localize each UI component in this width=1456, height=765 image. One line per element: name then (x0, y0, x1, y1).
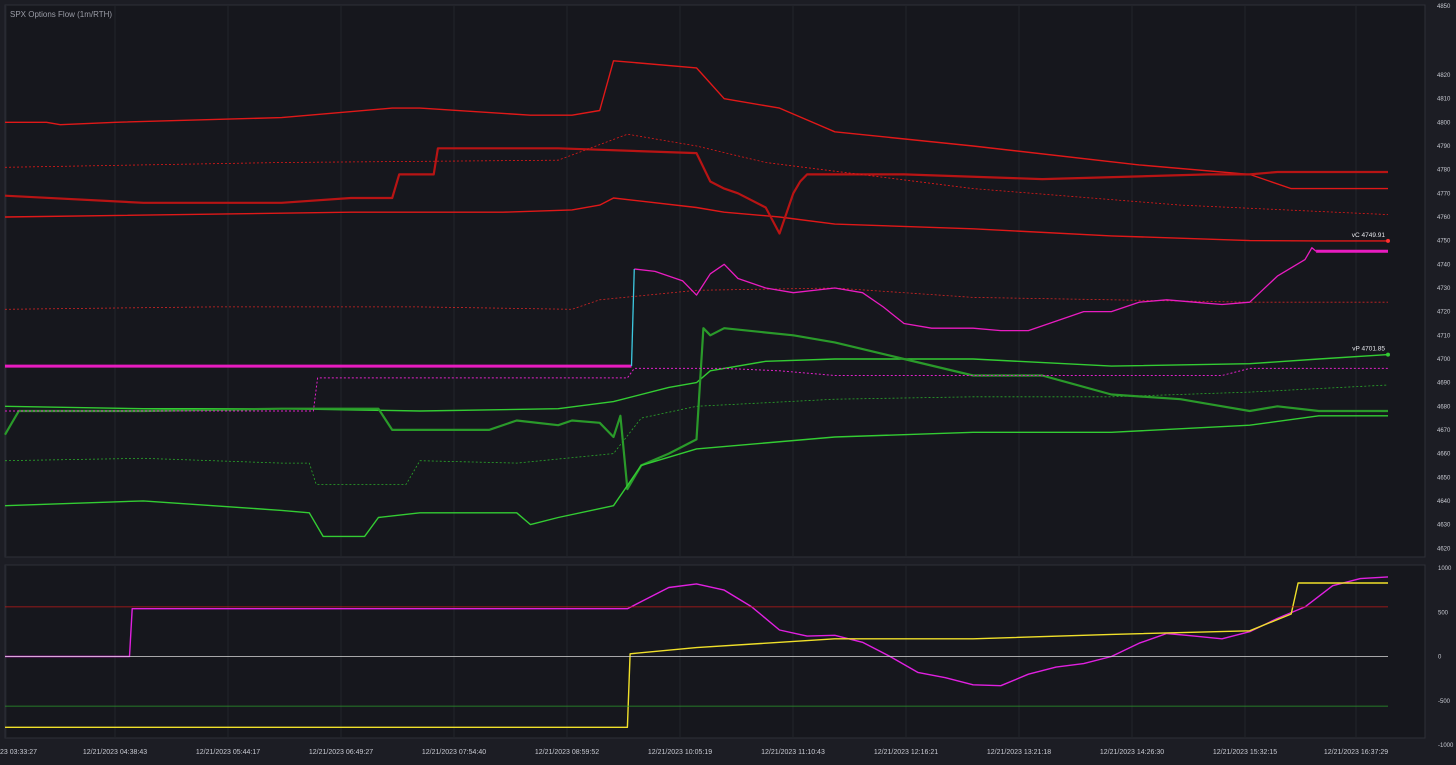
main-ytick-20: 4630 (1437, 523, 1451, 529)
osc-ytick-3: -500 (1438, 699, 1451, 705)
main-series-4 (4, 287, 1388, 310)
main-panel (4, 4, 1426, 558)
main-ytick-21: 4620 (1437, 546, 1451, 552)
main-ytick-3: 4800 (1437, 120, 1451, 126)
osc-series-0 (5, 576, 1389, 687)
main-ytick-17: 4660 (1437, 452, 1451, 458)
xtick-9: 12/21/2023 13:21:18 (987, 749, 1051, 756)
chart-title: SPX Options Flow (1m/RTH) (10, 10, 112, 19)
main-ytick-15: 4680 (1437, 404, 1451, 410)
level-label-0: vC 4749.91 (1352, 232, 1386, 239)
xtick-2: 12/21/2023 05:44:17 (196, 749, 260, 756)
main-series-1 (4, 197, 1388, 242)
xtick-4: 12/21/2023 07:54:40 (422, 749, 486, 756)
main-series-9 (5, 367, 1388, 412)
xtick-8: 12/21/2023 12:16:21 (874, 749, 938, 756)
main-ytick-1: 4820 (1437, 73, 1451, 79)
osc-ytick-1: 500 (1438, 610, 1449, 616)
level-label-1: vP 4701.85 (1352, 346, 1385, 353)
level-dot-0 (1386, 238, 1390, 243)
main-ytick-11: 4720 (1437, 310, 1451, 316)
main-ytick-16: 4670 (1437, 428, 1451, 434)
osc-ytick-2: 0 (1438, 655, 1442, 661)
main-ytick-14: 4690 (1437, 381, 1451, 387)
level-dot-1 (1386, 352, 1390, 357)
main-series-6 (4, 327, 1388, 491)
main-series-8 (4, 384, 1389, 485)
main-ytick-4: 4790 (1437, 144, 1451, 150)
xtick-3: 12/21/2023 06:49:27 (309, 749, 373, 756)
main-ytick-13: 4700 (1437, 357, 1451, 363)
osc-ytick-0: 1000 (1438, 566, 1452, 572)
main-ytick-5: 4780 (1437, 168, 1451, 174)
oscillator-panel (4, 564, 1426, 739)
main-series-2 (4, 147, 1388, 235)
main-series-7 (4, 415, 1388, 538)
main-ytick-19: 4640 (1437, 499, 1451, 505)
xtick-6: 12/21/2023 10:05:19 (648, 749, 712, 756)
main-series-3 (4, 133, 1389, 215)
main-ytick-6: 4770 (1437, 191, 1451, 197)
main-ytick-10: 4730 (1437, 286, 1451, 292)
main-ytick-7: 4760 (1437, 215, 1451, 221)
main-series-5 (4, 353, 1389, 412)
xtick-0: 23 03:33:27 (0, 749, 37, 756)
osc-series-1 (5, 582, 1388, 728)
xtick-7: 12/21/2023 11:10:43 (761, 749, 825, 756)
xtick-1: 12/21/2023 04:38:43 (83, 749, 147, 756)
xtick-12: 12/21/2023 16:37:29 (1324, 749, 1388, 756)
main-ytick-8: 4750 (1437, 239, 1451, 245)
xtick-11: 12/21/2023 15:32:15 (1213, 749, 1277, 756)
main-series-12 (634, 247, 1317, 332)
osc-ytick-4: -1000 (1438, 743, 1454, 749)
xtick-5: 12/21/2023 08:59:52 (535, 749, 599, 756)
main-ytick-9: 4740 (1437, 262, 1451, 268)
main-ytick-12: 4710 (1437, 333, 1451, 339)
main-ytick-18: 4650 (1437, 475, 1451, 481)
price-connector (630, 269, 635, 367)
main-ytick-2: 4810 (1437, 97, 1451, 103)
main-ytick-0: 4850 (1437, 4, 1451, 10)
xtick-10: 12/21/2023 14:26:30 (1100, 749, 1164, 756)
main-series-0 (5, 60, 1388, 190)
